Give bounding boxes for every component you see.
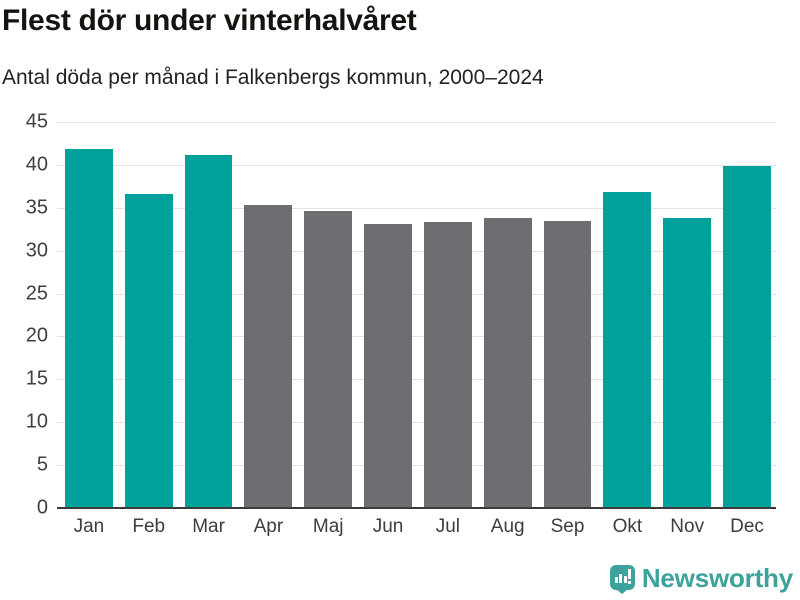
brand-name: Newsworthy: [641, 563, 793, 593]
bar-mar: [184, 154, 233, 508]
y-tick-label: 20: [25, 324, 48, 347]
bar-okt: [603, 192, 652, 508]
bar-jul: [423, 222, 472, 508]
y-tick-label: 10: [25, 410, 48, 433]
bar-feb: [124, 194, 173, 508]
newsworthy-logo-icon: [609, 564, 635, 594]
x-axis-label: Mar: [192, 516, 225, 537]
x-axis-label: Dec: [730, 516, 764, 537]
x-axis-label: Aug: [490, 516, 525, 537]
gridline: [57, 379, 776, 381]
y-tick-label: 5: [36, 453, 48, 476]
logo-bar-3: [623, 575, 627, 583]
gridline: [57, 250, 776, 252]
x-axis-line: [57, 507, 776, 509]
speech-bubble-shape: [609, 564, 635, 590]
bar-aug: [483, 218, 532, 508]
bar-sep: [543, 220, 592, 508]
chart-title: Flest dör under vinterhalvåret: [2, 4, 417, 37]
bars-row: [57, 122, 776, 508]
y-tick-label: 45: [25, 110, 48, 133]
y-tick-label: 0: [36, 496, 48, 519]
y-axis: 0 5 10 15 20 25 30 35 40 45: [0, 111, 48, 519]
y-tick-label: 30: [25, 239, 48, 262]
x-axis-label: Jul: [435, 516, 461, 537]
x-axis-label: Feb: [132, 516, 166, 537]
bar-jan: [65, 149, 113, 508]
y-tick-label: 40: [25, 153, 48, 176]
x-axis-label: Maj: [312, 516, 344, 537]
logo-bar-1: [614, 576, 618, 583]
bar-apr: [244, 205, 293, 508]
x-axis-label: Jun: [372, 516, 404, 537]
logo-exclamation-dot: [628, 580, 632, 584]
gridline: [57, 422, 776, 424]
speech-bubble-tail: [615, 588, 628, 594]
brand-footer: Newsworthy: [609, 563, 793, 594]
y-tick-label: 35: [25, 196, 48, 219]
bar-maj: [304, 211, 353, 508]
x-axis-label: Okt: [612, 516, 643, 537]
bar-dec: [723, 165, 771, 508]
y-tick-label: 25: [25, 282, 48, 305]
x-axis-label: Apr: [253, 516, 284, 537]
x-axis-label: Nov: [670, 516, 705, 537]
gridline: [57, 122, 776, 123]
gridline: [57, 465, 776, 467]
chart-subtitle: Antal döda per månad i Falkenbergs kommu…: [2, 66, 544, 89]
gridline: [57, 164, 776, 166]
y-tick-label: 15: [25, 367, 48, 390]
logo-bar-2: [619, 573, 623, 583]
logo-exclamation-stroke: [628, 568, 632, 579]
x-axis-labels: Jan Feb Mar Apr Maj Jun Jul Aug Sep Okt Nov Dec: [57, 516, 776, 538]
gridline: [57, 293, 776, 295]
gridline: [57, 336, 776, 338]
x-axis-label: Jan: [73, 516, 105, 537]
x-axis-label: Sep: [550, 516, 585, 537]
bar-jun: [364, 224, 412, 508]
gridline: [57, 207, 776, 209]
bar-nov: [663, 218, 712, 508]
plot-area: [57, 122, 776, 509]
